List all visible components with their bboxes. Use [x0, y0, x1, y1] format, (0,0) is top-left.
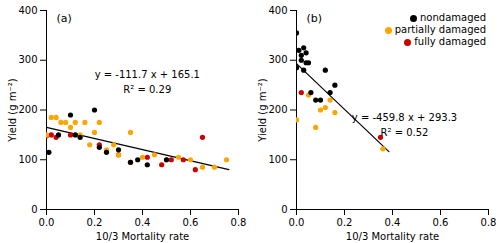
svg-text:Yield (g m⁻²): Yield (g m⁻²): [257, 78, 268, 142]
svg-text:y = -111.7 x + 165.1: y = -111.7 x + 165.1: [95, 69, 200, 80]
html-text:partially damaged: partially damaged: [394, 24, 486, 35]
svg-text:Yield (g m⁻²): Yield (g m⁻²): [7, 78, 18, 142]
svg-text:400: 400: [18, 5, 37, 16]
svg-text:300: 300: [268, 54, 287, 65]
svg-text:0.2: 0.2: [337, 217, 353, 228]
html-text:fully damaged: fully damaged: [414, 36, 486, 47]
html-text:nondamaged: nondamaged: [420, 12, 486, 23]
svg-text:0.4: 0.4: [385, 217, 401, 228]
svg-text:300: 300: [18, 54, 37, 65]
svg-text:0.6: 0.6: [183, 217, 199, 228]
svg-text:0.0: 0.0: [289, 217, 305, 228]
svg-text:200: 200: [18, 104, 37, 115]
svg-text:0.0: 0.0: [39, 217, 55, 228]
svg-text:10/3 Mortality rate: 10/3 Mortality rate: [346, 231, 439, 242]
svg-text:10/3 Mortality rate: 10/3 Mortality rate: [96, 231, 189, 242]
svg-text:0.4: 0.4: [135, 217, 151, 228]
svg-text:0: 0: [31, 204, 37, 215]
svg-text:100: 100: [268, 154, 287, 165]
svg-text:100: 100: [18, 154, 37, 165]
svg-text:200: 200: [268, 104, 287, 115]
svg-text:R² = 0.52: R² = 0.52: [381, 127, 429, 138]
svg-text:0.8: 0.8: [231, 217, 247, 228]
svg-text:0.8: 0.8: [481, 217, 497, 228]
svg-text:0.2: 0.2: [87, 217, 103, 228]
svg-text:(a): (a): [57, 12, 72, 25]
svg-text:y = -459.8 x + 293.3: y = -459.8 x + 293.3: [352, 112, 457, 123]
svg-text:(b): (b): [307, 12, 323, 25]
svg-text:0.6: 0.6: [433, 217, 449, 228]
svg-text:400: 400: [268, 5, 287, 16]
svg-text:0: 0: [281, 204, 287, 215]
svg-text:R² = 0.29: R² = 0.29: [123, 84, 171, 95]
